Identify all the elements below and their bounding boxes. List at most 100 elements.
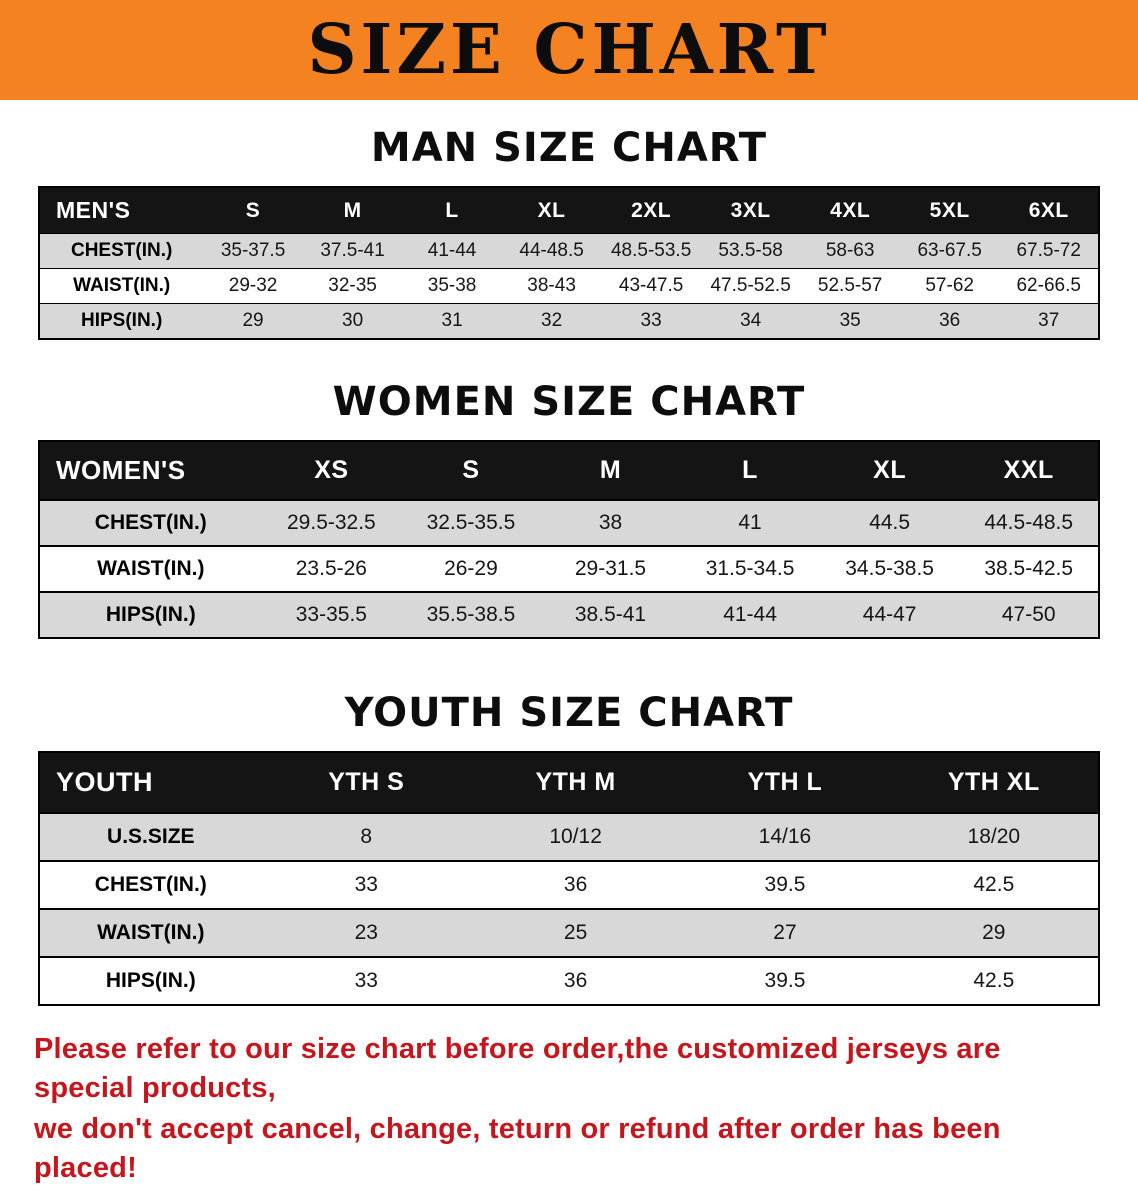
table-title-cell: WOMEN'S (56, 455, 186, 485)
measurement-row: U.S.SIZE 8 10/12 14/16 18/20 (39, 813, 1099, 861)
size-column-header: XS (314, 456, 349, 484)
size-column-header: M (343, 198, 362, 222)
size-value-cell: 14/16 (758, 825, 812, 848)
size-column-header: S (462, 456, 480, 484)
size-value-cell: 44.5 (869, 511, 911, 534)
women-size-table: WOMEN'S XS S M L XL XXL CHEST(IN.) 29.5-32.5 32.5… (38, 440, 1100, 639)
size-value-cell: 35 (839, 310, 861, 331)
men-chart-heading: MAN SIZE CHART (370, 125, 768, 171)
men-size-table: MEN'S S M L XL 2XL 3XL 4XL 5XL 6XL CHEST(IN.) 35-37… (38, 186, 1100, 340)
size-column-header: 4XL (830, 198, 871, 222)
size-value-cell: 23 (354, 921, 378, 944)
size-value-cell: 29.5-32.5 (287, 511, 376, 534)
size-value-cell: 41-44 (723, 603, 777, 626)
table-header-row: YOUTH YTH S YTH M YTH L YTH XL (39, 752, 1099, 813)
size-value-cell: 42.5 (973, 873, 1015, 896)
size-value-cell: 27 (773, 921, 797, 944)
size-value-cell: 36 (563, 873, 588, 896)
size-value-cell: 31 (441, 310, 463, 331)
size-value-cell: 36 (939, 310, 961, 331)
measurement-row: HIPS(IN.) 29 30 31 32 33 34 35 36 37 (39, 303, 1099, 339)
row-label: WAIST(IN.) (97, 557, 205, 580)
row-label: HIPS(IN.) (81, 310, 163, 331)
youth-size-table: YOUTH YTH S YTH M YTH L YTH XL U.S.SIZE 8 10/12… (38, 751, 1100, 1006)
size-value-cell: 10/12 (549, 825, 602, 848)
size-value-cell: 44.5-48.5 (984, 511, 1074, 534)
section-men-size-chart: MAN SIZE CHART MEN'S S M L XL 2XL 3XL 4XL 5XL 6XL… (0, 126, 1138, 340)
size-value-cell: 44-47 (862, 603, 917, 626)
size-value-cell: 47-50 (1001, 603, 1056, 626)
size-column-header: YTH M (535, 768, 616, 796)
size-value-cell: 48.5-53.5 (610, 240, 692, 261)
size-value-cell: 32.5-35.5 (426, 511, 516, 534)
row-label: WAIST(IN.) (73, 275, 171, 296)
page-title: SIZE CHART (307, 10, 831, 90)
disclaimer: Please refer to our size chart before or… (0, 1030, 1138, 1189)
size-value-cell: 37 (1038, 310, 1060, 331)
measurement-row: WAIST(IN.) 23.5-26 26-29 29-31.5 31.5-34.5 34… (39, 546, 1099, 592)
size-value-cell: 32 (541, 310, 563, 331)
size-value-cell: 33-35.5 (295, 603, 367, 626)
size-value-cell: 52.5-57 (817, 275, 883, 296)
size-value-cell: 38 (598, 511, 623, 534)
size-value-cell: 63-67.5 (917, 240, 982, 261)
size-column-header: YTH L (747, 768, 823, 796)
size-column-header: 3XL (730, 198, 771, 222)
size-value-cell: 41-44 (427, 240, 477, 261)
measurement-row: WAIST(IN.) 29-32 32-35 35-38 38-43 43-47.5 47.… (39, 268, 1099, 304)
size-value-cell: 62-66.5 (1016, 275, 1081, 296)
size-column-header: 2XL (631, 198, 672, 222)
size-value-cell: 67.5-72 (1016, 240, 1081, 261)
measurement-row: CHEST(IN.) 29.5-32.5 32.5-35.5 38 41 44.5 44.5… (39, 500, 1099, 546)
size-value-cell: 34.5-38.5 (845, 557, 934, 580)
measurement-row: WAIST(IN.) 23 25 27 29 (39, 909, 1099, 957)
size-value-cell: 37.5-41 (320, 240, 385, 261)
size-value-cell: 38.5-42.5 (984, 557, 1074, 580)
youth-chart-heading: YOUTH SIZE CHART (344, 690, 794, 736)
row-label: CHEST(IN.) (94, 873, 207, 896)
section-youth-size-chart: YOUTH SIZE CHART YOUTH YTH S YTH M YTH L YTH… (0, 691, 1138, 1006)
size-value-cell: 33 (354, 873, 378, 896)
size-value-cell: 30 (342, 310, 364, 331)
size-column-header: S (245, 198, 261, 222)
size-value-cell: 29-31.5 (574, 557, 647, 580)
size-column-header: M (599, 456, 622, 484)
table-title-cell: YOUTH (56, 767, 153, 797)
size-value-cell: 35-37.5 (220, 240, 286, 261)
size-value-cell: 58-63 (825, 240, 875, 261)
size-value-cell: 39.5 (764, 969, 806, 992)
size-column-header: L (742, 456, 758, 484)
size-value-cell: 36 (563, 969, 588, 992)
size-column-header: L (445, 198, 459, 222)
table-header-row: MEN'S S M L XL 2XL 3XL 4XL 5XL 6XL (39, 187, 1099, 234)
row-label: U.S.SIZE (107, 825, 195, 848)
size-value-cell: 26-29 (444, 557, 498, 580)
charts-container: MAN SIZE CHART MEN'S S M L XL 2XL 3XL 4XL 5XL 6XL… (0, 126, 1138, 1006)
size-column-header: YTH S (328, 768, 405, 796)
size-value-cell: 43-47.5 (618, 275, 684, 296)
table-header-row: WOMEN'S XS S M L XL XXL (39, 441, 1099, 500)
row-label: CHEST(IN.) (94, 511, 207, 534)
size-column-header: XXL (1003, 456, 1054, 484)
row-label: HIPS(IN.) (105, 969, 196, 992)
row-label: WAIST(IN.) (97, 921, 205, 944)
measurement-row: CHEST(IN.) 35-37.5 37.5-41 41-44 44-48.5 48.5… (39, 233, 1099, 269)
size-value-cell: 18/20 (967, 825, 1021, 848)
section-women-size-chart: WOMEN SIZE CHART WOMEN'S XS S M L XL XXL CHEST(… (0, 380, 1138, 639)
size-value-cell: 8 (360, 825, 373, 848)
size-column-header: XL (873, 456, 907, 484)
size-value-cell: 47.5-52.5 (710, 275, 791, 296)
size-value-cell: 25 (563, 921, 588, 944)
title-banner: SIZE CHART (0, 0, 1138, 100)
table-title-cell: MEN'S (56, 197, 131, 223)
size-column-header: 6XL (1028, 198, 1069, 222)
measurement-row: HIPS(IN.) 33 36 39.5 42.5 (39, 957, 1099, 1005)
measurement-row: CHEST(IN.) 33 36 39.5 42.5 (39, 861, 1099, 909)
size-value-cell: 39.5 (764, 873, 806, 896)
size-value-cell: 33 (354, 969, 378, 992)
size-value-cell: 35-38 (427, 275, 477, 296)
size-column-header: 5XL (929, 198, 970, 222)
row-label: HIPS(IN.) (105, 603, 196, 626)
size-value-cell: 53.5-58 (718, 240, 783, 261)
